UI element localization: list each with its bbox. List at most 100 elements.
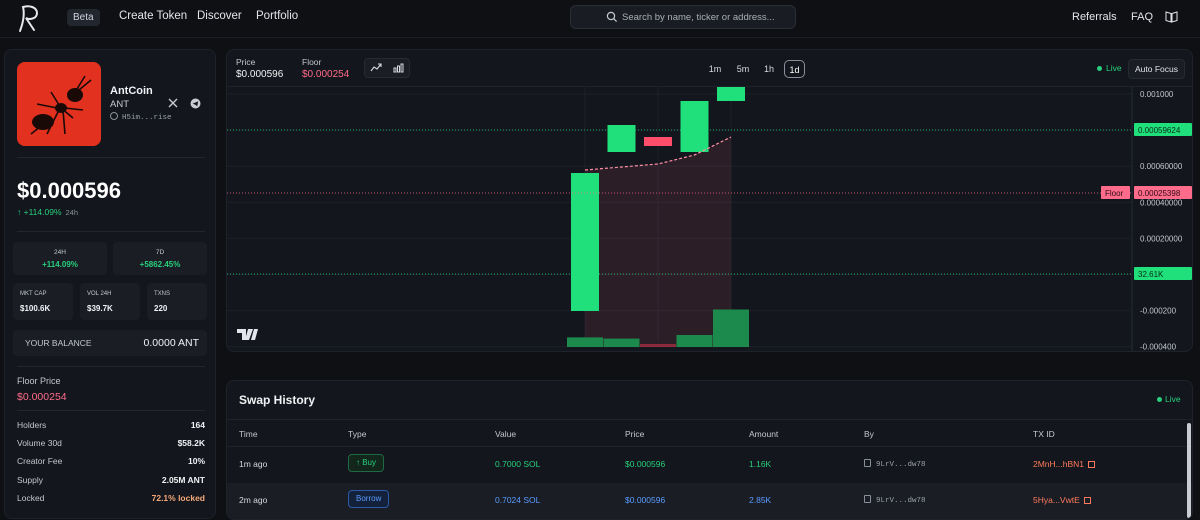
balance-box: YOUR BALANCE 0.0000 ANT bbox=[13, 330, 207, 356]
current-price: $0.000596 bbox=[17, 178, 121, 203]
volume-bar bbox=[713, 309, 749, 347]
beta-badge: Beta bbox=[67, 9, 100, 26]
detail-label: Volume 30d bbox=[17, 438, 62, 448]
volume-bar bbox=[567, 337, 603, 347]
y-tick-label: -0.000200 bbox=[1140, 307, 1177, 316]
divider bbox=[17, 231, 205, 232]
line-chart-icon[interactable] bbox=[370, 63, 382, 73]
stat-value: 220 bbox=[154, 304, 168, 313]
row-time: 1m ago bbox=[239, 459, 268, 469]
live-indicator-dot bbox=[1157, 397, 1162, 402]
volume-bar bbox=[676, 335, 713, 347]
balance-value: 0.0000 ANT bbox=[143, 337, 199, 349]
detail-value: 2.05M ANT bbox=[161, 475, 205, 485]
stat-label: VOL 24H bbox=[87, 291, 112, 297]
candles bbox=[571, 87, 745, 311]
tradingview-logo[interactable] bbox=[237, 329, 258, 340]
row-tx-link[interactable]: 5Hya...VwtE bbox=[1033, 495, 1091, 505]
column-header: Time bbox=[239, 429, 258, 439]
top-bar: Beta Create Token Discover Portfolio Ref… bbox=[0, 0, 1200, 38]
token-address[interactable]: H5im...rise bbox=[110, 112, 172, 122]
row-type-badge: Borrow bbox=[348, 490, 390, 508]
candle-body bbox=[571, 173, 599, 311]
nav-faq[interactable]: FAQ bbox=[1131, 11, 1154, 23]
column-header: Price bbox=[625, 429, 645, 439]
token-ticker: ANT bbox=[110, 99, 129, 110]
swap-history-panel: Swap History Live Time Type Value Price … bbox=[226, 380, 1193, 520]
logo-icon[interactable] bbox=[17, 3, 43, 33]
floor-price-label: Floor Price bbox=[17, 376, 61, 386]
volume-bar bbox=[640, 344, 676, 347]
nav-create-token[interactable]: Create Token bbox=[119, 10, 188, 22]
row-tx-id: 2MnH...hBN1 bbox=[1033, 459, 1085, 469]
external-link-icon bbox=[1088, 461, 1096, 468]
detail-supply: Supply 2.05M ANT bbox=[17, 475, 205, 487]
floor-tag-bg bbox=[1101, 186, 1130, 199]
copy-icon bbox=[110, 112, 118, 120]
row-by[interactable]: 9LrV...dw78 bbox=[864, 459, 926, 469]
row-by[interactable]: 9LrV...dw78 bbox=[864, 495, 926, 505]
stat-txns: TXNS 220 bbox=[147, 283, 207, 320]
price-change: ↑ +114.09% 24h bbox=[17, 207, 78, 217]
nav-referrals[interactable]: Referrals bbox=[1072, 11, 1117, 23]
table-row[interactable]: 1m ago ↑ Buy 0.7000 SOL $0.000596 1.16K … bbox=[227, 447, 1192, 483]
stat-label: MKT CAP bbox=[20, 291, 47, 297]
timeframe-1m[interactable]: 1m bbox=[708, 64, 722, 74]
timeframe-1d[interactable]: 1d bbox=[784, 60, 805, 78]
swap-history-title: Swap History bbox=[239, 393, 316, 407]
price-change-value: ↑ +114.09% bbox=[17, 207, 62, 217]
price-label: Price bbox=[236, 57, 256, 67]
stat-volume-24h: VOL 24H $39.7K bbox=[80, 283, 140, 320]
price-marker-label-bg bbox=[1134, 123, 1192, 136]
stat-label: 7D bbox=[155, 249, 165, 256]
divider bbox=[17, 157, 205, 158]
volume-bar bbox=[603, 338, 640, 347]
x-twitter-icon[interactable] bbox=[168, 98, 178, 108]
column-header: TX ID bbox=[1033, 429, 1055, 439]
row-amount: 2.85K bbox=[749, 495, 772, 505]
search-box[interactable] bbox=[570, 5, 796, 29]
token-address-text: H5im...rise bbox=[122, 114, 172, 122]
stat-label: TXNS bbox=[154, 291, 171, 297]
price-change-period: 24h bbox=[65, 208, 79, 217]
table-row[interactable]: 2m ago Borrow 0.7024 SOL $0.000596 2.85K… bbox=[227, 483, 1192, 519]
price-markers: 0.00059624 0.00025398 32.61K Floor bbox=[227, 123, 1192, 280]
auto-focus-button[interactable]: Auto Focus bbox=[1128, 59, 1185, 79]
detail-locked: Locked 72.1% locked bbox=[17, 493, 205, 505]
volume-marker-label-bg bbox=[1134, 267, 1192, 280]
token-info-panel: AntCoin ANT H5im...rise $0.000596 ↑ +114… bbox=[4, 49, 216, 519]
swap-live-label: Live bbox=[1165, 394, 1181, 404]
timeframe-5m[interactable]: 5m bbox=[736, 64, 750, 74]
candle-body bbox=[680, 101, 709, 152]
chart-type-toggle bbox=[364, 58, 410, 78]
detail-volume-30d: Volume 30d $58.2K bbox=[17, 438, 205, 450]
row-tx-link[interactable]: 2MnH...hBN1 bbox=[1033, 459, 1096, 469]
divider bbox=[17, 366, 205, 367]
docs-book-icon[interactable] bbox=[1165, 10, 1178, 23]
price-value: $0.000596 bbox=[236, 69, 284, 80]
telegram-icon[interactable] bbox=[190, 98, 201, 109]
detail-label: Holders bbox=[17, 420, 47, 430]
nav-portfolio[interactable]: Portfolio bbox=[256, 10, 299, 22]
price-chart[interactable]: 0.0010000.000800000.000600000.000400000.… bbox=[227, 87, 1193, 352]
token-name: AntCoin bbox=[110, 85, 153, 97]
nav-discover[interactable]: Discover bbox=[197, 10, 242, 22]
timeframe-1h[interactable]: 1h bbox=[763, 64, 774, 74]
column-header: By bbox=[864, 429, 874, 439]
y-tick-label: -0.000400 bbox=[1140, 343, 1177, 352]
scrollbar[interactable] bbox=[1187, 423, 1191, 518]
search-input[interactable] bbox=[622, 9, 792, 25]
stat-24h: 24H +114.09% bbox=[13, 242, 107, 275]
row-time: 2m ago bbox=[239, 495, 268, 505]
live-label: Live bbox=[1106, 63, 1122, 73]
y-tick-label: 0.00060000 bbox=[1140, 162, 1183, 171]
detail-value: $58.2K bbox=[177, 438, 205, 448]
table-header: Time Type Value Price Amount By TX ID bbox=[227, 419, 1192, 447]
detail-label: Creator Fee bbox=[17, 456, 63, 466]
bar-chart-icon[interactable] bbox=[393, 63, 404, 73]
detail-holders: Holders 164 bbox=[17, 420, 205, 432]
stat-value: +114.09% bbox=[42, 260, 78, 269]
row-value: 0.7000 SOL bbox=[495, 459, 541, 469]
stat-value: +5862.45% bbox=[139, 260, 181, 269]
floor-marker-value-bg bbox=[1134, 186, 1192, 199]
